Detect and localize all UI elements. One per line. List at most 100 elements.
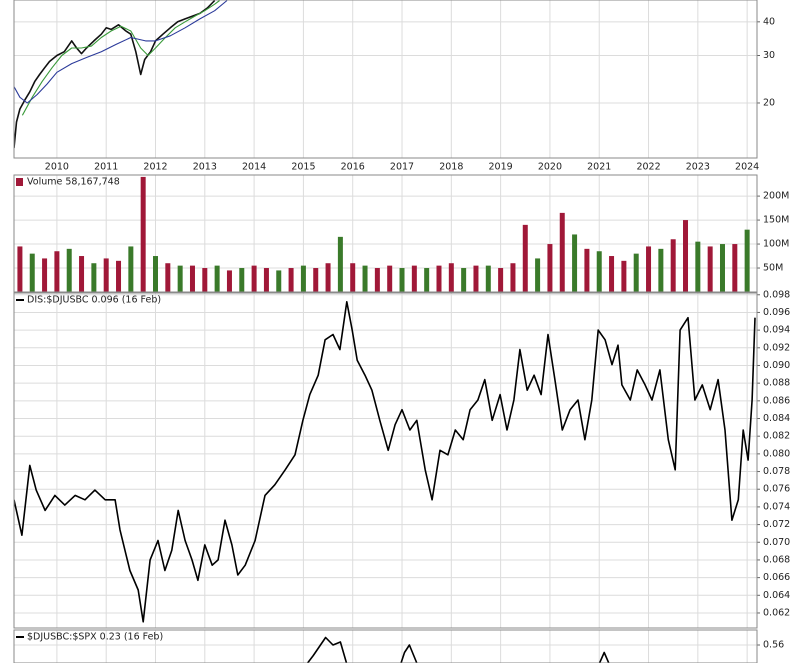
volume-bar	[411, 265, 417, 292]
x-tick-label: 2016	[341, 162, 365, 173]
volume-bar	[337, 236, 343, 292]
panel-title: $DJUSBC:$SPX 0.23 (16 Feb)	[27, 632, 163, 643]
plot-area	[17, 176, 750, 292]
x-tick-label: 2013	[193, 162, 217, 173]
volume-bar	[239, 268, 245, 292]
y-tick-label: 200M	[763, 191, 789, 202]
volume-bar	[140, 176, 146, 292]
y-tick-label: 0.076	[763, 484, 790, 495]
volume-bar	[202, 268, 208, 292]
y-tick-label: 0.090	[763, 360, 790, 371]
volume-bar	[744, 229, 750, 292]
y-tick-label: 0.072	[763, 519, 790, 530]
panel-frame	[13, 292, 758, 629]
volume-bar	[547, 244, 553, 292]
volume-bar	[116, 260, 122, 292]
y-tick-label: 0.086	[763, 395, 790, 406]
volume-bar	[559, 212, 565, 292]
y-tick-label: 0.080	[763, 448, 790, 459]
volume-bar	[522, 224, 528, 292]
volume-bar	[719, 244, 725, 292]
panel-frame	[13, 629, 758, 663]
volume-bar	[572, 234, 578, 292]
volume-bar	[362, 265, 368, 292]
y-tick-label: 0.068	[763, 554, 790, 565]
panel-frame	[13, 174, 758, 293]
panel-frame	[13, 0, 758, 159]
volume-bar	[485, 265, 491, 292]
volume-bar	[128, 246, 134, 292]
y-tick-label: 0.070	[763, 537, 790, 548]
x-tick-label: 2014	[242, 162, 266, 173]
volume-bar	[436, 265, 442, 292]
volume-bar	[276, 270, 282, 292]
volume-bar	[251, 265, 257, 292]
volume-bar	[448, 263, 454, 292]
x-tick-label: 2022	[636, 162, 660, 173]
volume-bar	[263, 268, 269, 292]
y-tick-label: 0.084	[763, 413, 790, 424]
volume-bar	[670, 239, 676, 292]
volume-bar	[350, 263, 356, 292]
x-tick-label: 2020	[538, 162, 562, 173]
x-tick-label: 2019	[489, 162, 513, 173]
panel-background	[14, 175, 757, 292]
volume-bar	[584, 248, 590, 292]
series-line	[306, 636, 610, 663]
volume-bar	[226, 270, 232, 292]
y-tick-label: 0.094	[763, 325, 790, 336]
volume-bar	[313, 268, 319, 292]
y-tick-label: 50M	[763, 263, 783, 274]
y-tick-label: 0.066	[763, 572, 790, 583]
y-tick-label: 0.062	[763, 607, 790, 618]
volume-bar	[596, 251, 602, 292]
y-tick-label: 0.56	[763, 640, 784, 651]
volume-bar	[79, 256, 85, 292]
x-tick-label: 2023	[686, 162, 710, 173]
y-tick-label: 150M	[763, 215, 789, 226]
volume-bar	[300, 265, 306, 292]
x-tick-label: 2015	[291, 162, 315, 173]
volume-bar	[399, 268, 405, 292]
y-tick-label: 0.064	[763, 590, 790, 601]
panel-title: DIS:$DJUSBC 0.096 (16 Feb)	[27, 295, 161, 306]
series-line	[14, 0, 228, 104]
plot-area	[14, 0, 228, 149]
series-line	[21, 0, 220, 116]
y-tick-label: 0.082	[763, 431, 790, 442]
volume-bar	[461, 268, 467, 292]
plot-area	[306, 636, 610, 663]
y-tick-label: 0.074	[763, 501, 790, 512]
x-tick-label: 2012	[143, 162, 167, 173]
volume-bar	[609, 256, 615, 292]
y-tick-label: 0.098	[763, 289, 790, 300]
volume-bar	[54, 251, 60, 292]
volume-bar	[189, 265, 195, 292]
x-tick-label: 2010	[45, 162, 69, 173]
y-tick-label: 40	[763, 16, 775, 27]
volume-bar	[325, 263, 331, 292]
y-tick-label: 0.078	[763, 466, 790, 477]
volume-bar	[29, 253, 35, 292]
volume-bar	[621, 260, 627, 292]
volume-bar	[153, 256, 159, 292]
legend-icon	[16, 178, 23, 186]
y-tick-label: 30	[763, 50, 775, 61]
volume-bar	[633, 253, 639, 292]
series-line	[14, 0, 216, 149]
volume-bar	[424, 268, 430, 292]
volume-bar	[707, 246, 713, 292]
volume-bar	[165, 263, 171, 292]
y-tick-label: 100M	[763, 239, 789, 250]
volume-bar	[498, 268, 504, 292]
volume-bar	[91, 263, 97, 292]
x-tick-label: 2018	[439, 162, 463, 173]
volume-bar	[17, 246, 23, 292]
plot-area	[14, 301, 756, 623]
x-tick-label: 2024	[735, 162, 759, 173]
y-tick-label: 0.096	[763, 307, 790, 318]
volume-bar	[683, 220, 689, 292]
panel-background	[14, 630, 757, 663]
volume-bar	[214, 265, 220, 292]
